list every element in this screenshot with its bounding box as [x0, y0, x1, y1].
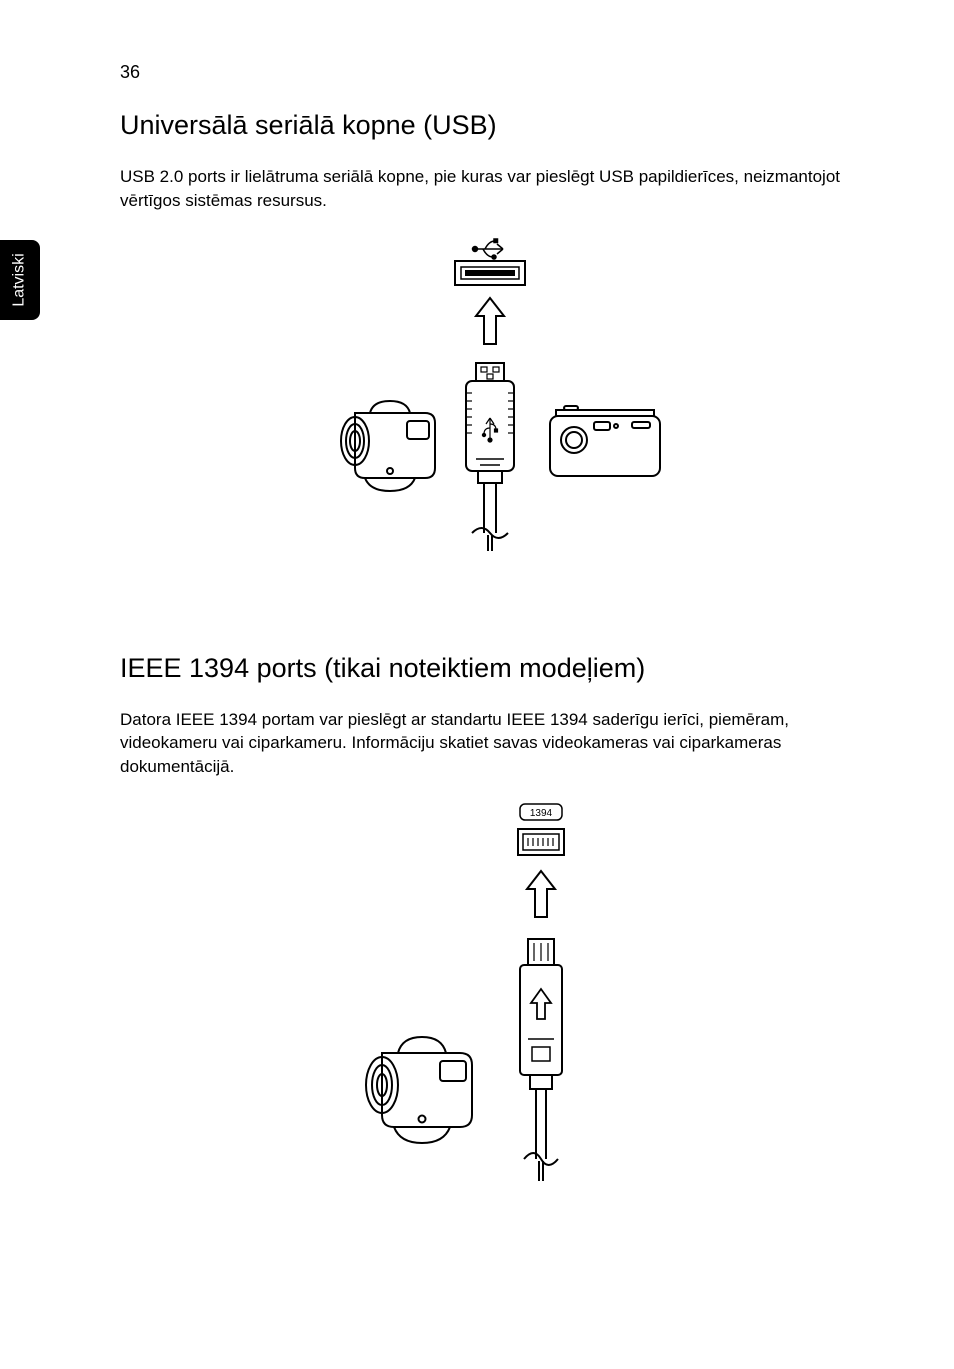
figure-ieee: 1394 — [120, 799, 840, 1269]
ieee-port-label: 1394 — [530, 808, 553, 819]
figure-usb — [120, 233, 840, 613]
page-number: 36 — [120, 62, 140, 83]
section2: IEEE 1394 ports (tikai noteiktiem modeļi… — [120, 653, 840, 1269]
section1-body: USB 2.0 ports ir lielātruma seriālā kopn… — [120, 165, 840, 213]
ieee-diagram-svg: 1394 — [260, 799, 700, 1269]
usb-diagram-svg — [240, 233, 720, 613]
section2-heading: IEEE 1394 ports (tikai noteiktiem modeļi… — [120, 653, 840, 684]
language-tab-label: Latviski — [11, 253, 29, 306]
language-tab: Latviski — [0, 240, 40, 320]
section1-heading: Universālā seriālā kopne (USB) — [120, 110, 840, 141]
section2-body: Datora IEEE 1394 portam var pieslēgt ar … — [120, 708, 840, 779]
page-content: Universālā seriālā kopne (USB) USB 2.0 p… — [120, 110, 840, 1269]
